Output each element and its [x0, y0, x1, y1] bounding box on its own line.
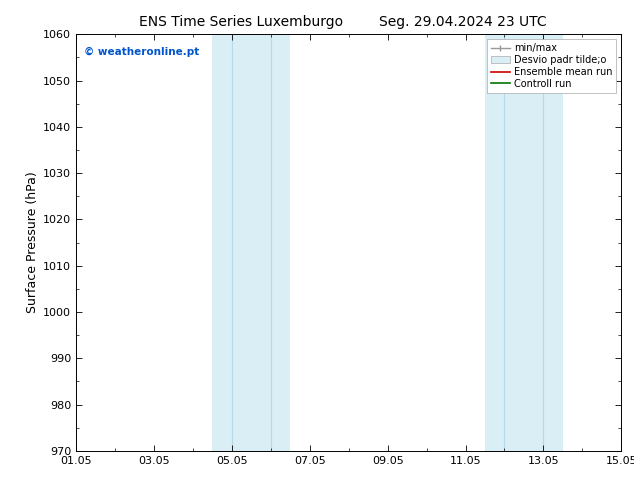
- Text: © weatheronline.pt: © weatheronline.pt: [84, 47, 200, 57]
- Text: ENS Time Series Luxemburgo: ENS Time Series Luxemburgo: [139, 15, 343, 29]
- Legend: min/max, Desvio padr tilde;o, Ensemble mean run, Controll run: min/max, Desvio padr tilde;o, Ensemble m…: [487, 39, 616, 93]
- Text: Seg. 29.04.2024 23 UTC: Seg. 29.04.2024 23 UTC: [379, 15, 547, 29]
- Y-axis label: Surface Pressure (hPa): Surface Pressure (hPa): [26, 172, 39, 314]
- Bar: [212, 34, 290, 451]
- Bar: [485, 34, 563, 451]
